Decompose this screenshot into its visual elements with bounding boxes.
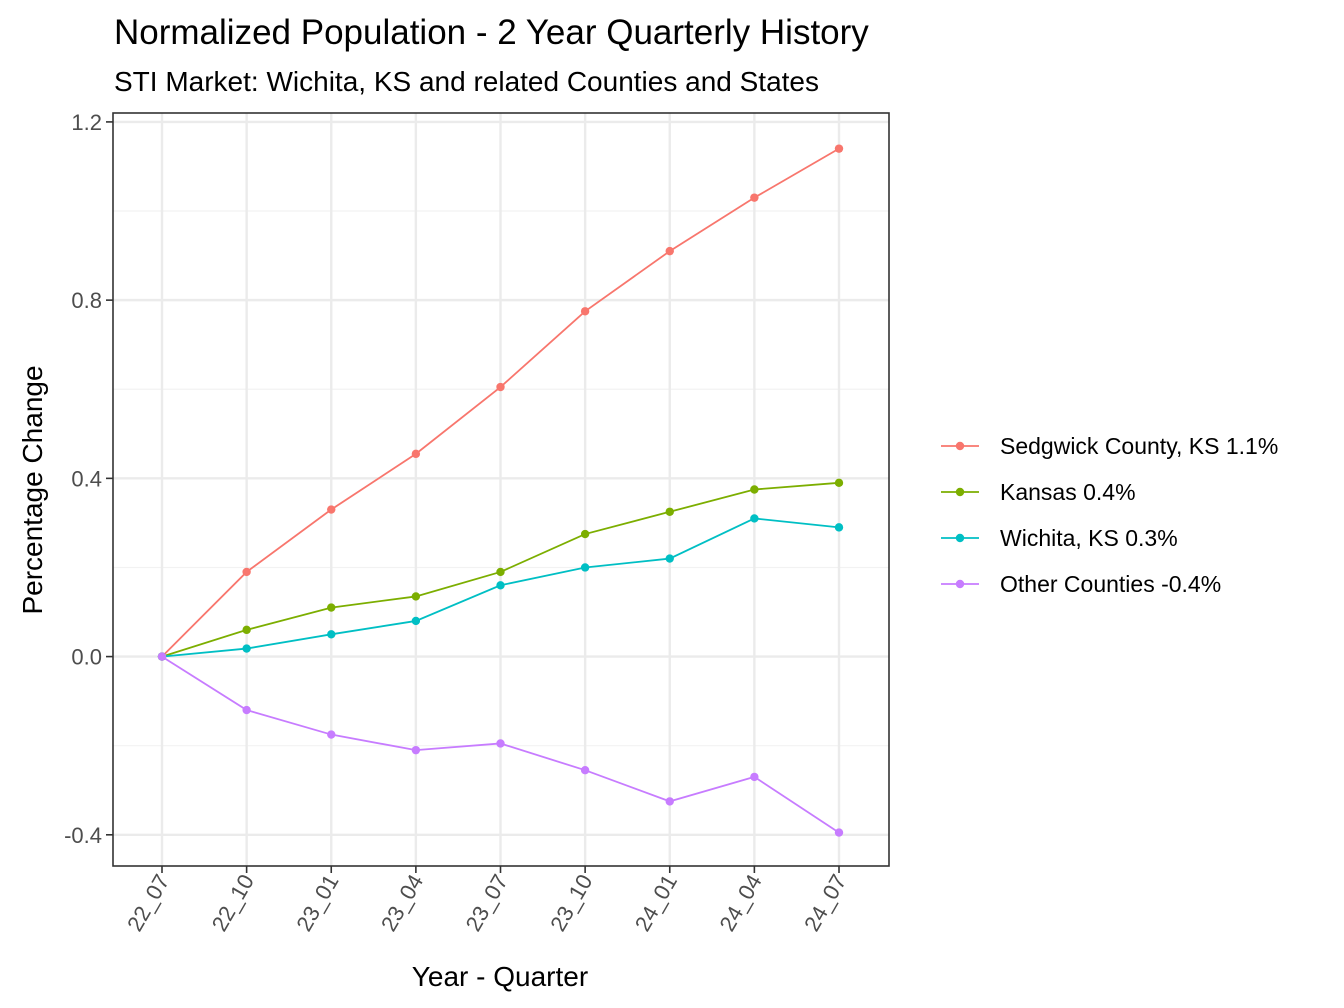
- x-tick-label: 24_01: [630, 870, 682, 935]
- y-tick-label: 0.8: [71, 288, 102, 313]
- data-point: [496, 567, 505, 577]
- data-point: [327, 630, 336, 639]
- y-tick-label: -0.4: [64, 823, 102, 848]
- x-tick-label: 23_07: [461, 870, 513, 935]
- data-point: [411, 745, 421, 755]
- x-tick-label: 23_04: [376, 870, 428, 935]
- data-point: [580, 307, 590, 316]
- data-point: [157, 652, 167, 661]
- data-point: [834, 478, 844, 488]
- x-tick-label: 23_01: [291, 870, 343, 935]
- legend-key-point: [955, 579, 965, 589]
- data-point: [411, 449, 421, 459]
- data-point: [496, 382, 505, 392]
- legend-label: Other Counties -0.4%: [1000, 571, 1221, 597]
- legend-label: Wichita, KS 0.3%: [1000, 525, 1178, 551]
- y-tick-label: 0.0: [71, 645, 102, 670]
- data-point: [750, 485, 759, 494]
- data-point: [750, 193, 759, 202]
- data-point: [834, 523, 844, 532]
- y-tick-label: 0.4: [71, 466, 102, 491]
- axes: -0.4 0.0 0.4 0.8 1.2 22_07 22_10 23_01 23_04 23_0…: [64, 110, 890, 935]
- data-point: [411, 592, 421, 601]
- legend-label: Kansas 0.4%: [1000, 479, 1136, 505]
- data-point: [665, 797, 674, 806]
- legend-label: Sedgwick County, KS 1.1%: [1000, 433, 1278, 459]
- data-point: [580, 766, 590, 775]
- data-point: [750, 772, 759, 782]
- legend-key-point: [955, 487, 965, 497]
- x-tick-label: 23_10: [545, 870, 597, 935]
- legend: Sedgwick County, KS 1.1% Kansas 0.4% Wichi…: [941, 433, 1278, 597]
- data-point: [580, 529, 590, 539]
- chart-subtitle: STI Market: Wichita, KS and related Coun…: [114, 66, 819, 97]
- chart-title: Normalized Population - 2 Year Quarterly…: [114, 13, 869, 52]
- data-point: [750, 514, 759, 523]
- y-tick-label: 1.2: [71, 110, 102, 135]
- legend-key-point: [955, 533, 965, 543]
- data-point: [665, 246, 674, 256]
- data-point: [665, 554, 674, 563]
- data-point: [665, 507, 674, 516]
- legend-key-point: [955, 441, 965, 451]
- plot-area: [113, 113, 889, 866]
- data-point: [411, 616, 421, 626]
- data-point: [834, 144, 844, 153]
- data-point: [496, 739, 505, 748]
- data-point: [327, 505, 336, 514]
- data-point: [580, 563, 590, 572]
- data-point: [242, 644, 251, 653]
- y-axis-title: Percentage Change: [17, 365, 48, 614]
- x-tick-label: 24_07: [799, 870, 851, 935]
- data-point: [327, 730, 336, 739]
- data-point: [327, 603, 336, 612]
- data-point: [834, 828, 844, 837]
- x-axis-title: Year - Quarter: [412, 961, 588, 992]
- data-point: [242, 705, 251, 715]
- data-point: [242, 567, 251, 577]
- x-tick-label: 22_10: [207, 870, 259, 935]
- data-point: [496, 581, 505, 590]
- data-point: [242, 625, 251, 635]
- x-tick-label: 22_07: [122, 870, 174, 935]
- x-tick-label: 24_04: [714, 870, 766, 935]
